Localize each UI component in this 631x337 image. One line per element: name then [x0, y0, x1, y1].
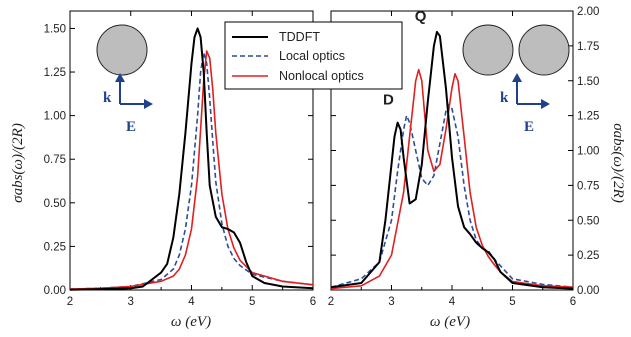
e-label: E: [524, 119, 534, 135]
left-y-axis-label: σabs(ω)/(2R): [10, 123, 26, 203]
x-tick-label: 5: [509, 296, 515, 308]
left-x-axis-label: ω (eV): [171, 314, 211, 330]
y-tick-label: 1.50: [44, 23, 66, 35]
right-x-axis-label: ω (eV): [430, 314, 470, 330]
e-label: E: [126, 119, 136, 135]
series-line-nonlocal-optics: [69, 50, 314, 290]
left-panel: 2 3 4 5 6 0.00 0.25 0.50 0.75 1.00 1.25 1.50: [44, 10, 316, 308]
left-inset: k E: [96, 24, 153, 135]
x-tick-label: 5: [249, 296, 255, 308]
right-y-axis-label: σabs(ω)/(2R): [610, 123, 626, 203]
y-tick-label: 0.75: [577, 180, 599, 192]
x-tick-label: 3: [388, 296, 394, 308]
y-tick-label: 0.00: [577, 285, 599, 297]
legend-label-local: Local optics: [279, 49, 345, 63]
x-tick-label: 6: [570, 296, 576, 308]
k-arrowhead-icon: [115, 73, 125, 82]
y-tick-label: 0.50: [44, 198, 66, 210]
y-tick-label: 1.00: [577, 146, 599, 158]
y-tick-label: 1.50: [577, 76, 599, 88]
sphere-left-icon: [462, 24, 514, 76]
y-tick-label: 0.75: [44, 154, 66, 166]
right-inset: k E: [462, 24, 570, 135]
legend: TDDFT Local optics Nonlocal optics: [224, 21, 403, 90]
series-line-nonlocal-optics: [330, 68, 574, 290]
y-tick-label: 0.25: [577, 250, 599, 262]
e-arrowhead-icon: [144, 99, 153, 109]
peak-label-d: D: [383, 91, 394, 108]
y-tick-label: 0.25: [44, 241, 66, 253]
k-label: k: [500, 90, 509, 106]
y-tick-label: 2.00: [577, 6, 599, 18]
legend-label-tddft: TDDFT: [279, 30, 320, 44]
y-tick-label: 1.25: [577, 111, 599, 123]
series-line-tddft: [330, 30, 574, 290]
x-tick-label: 4: [188, 296, 195, 308]
y-tick-label: 1.25: [44, 67, 66, 79]
x-tick-label: 2: [328, 296, 334, 308]
sphere-right-icon: [518, 24, 570, 76]
sphere-icon: [96, 24, 148, 76]
x-tick-label: 3: [128, 296, 134, 308]
series-line-local-optics: [330, 103, 574, 288]
legend-box: [224, 21, 403, 90]
e-arrowhead-icon: [541, 99, 550, 109]
x-tick-label: 4: [449, 296, 456, 308]
legend-label-nonlocal: Nonlocal optics: [279, 69, 364, 83]
x-tick-label: 2: [67, 296, 73, 308]
y-tick-label: 1.75: [577, 41, 599, 53]
k-arrowhead-icon: [512, 73, 522, 82]
x-tick-label: 6: [310, 296, 316, 308]
right-panel: 2 3 4 5 60.00 0.25 0.50 0.75 1.00 1.25 1.50 1.75 2.0…: [328, 6, 600, 308]
k-label: k: [103, 90, 112, 106]
peak-label-q: Q: [415, 8, 427, 25]
series-line-tddft: [69, 27, 314, 291]
y-tick-label: 1.00: [44, 111, 66, 123]
y-tick-label: 0.00: [44, 285, 66, 297]
y-tick-label: 0.50: [577, 215, 599, 227]
